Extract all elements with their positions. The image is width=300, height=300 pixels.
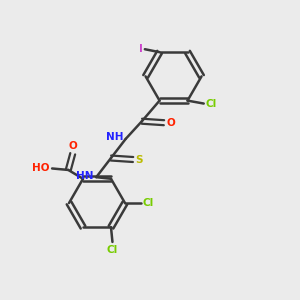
Text: NH: NH — [106, 132, 123, 142]
Text: HO: HO — [32, 164, 50, 173]
Text: Cl: Cl — [107, 245, 118, 255]
Text: O: O — [68, 141, 77, 151]
Text: Cl: Cl — [142, 198, 154, 208]
Text: I: I — [140, 44, 143, 54]
Text: HN: HN — [76, 171, 94, 181]
Text: S: S — [135, 154, 143, 164]
Text: Cl: Cl — [205, 99, 217, 109]
Text: O: O — [166, 118, 175, 128]
